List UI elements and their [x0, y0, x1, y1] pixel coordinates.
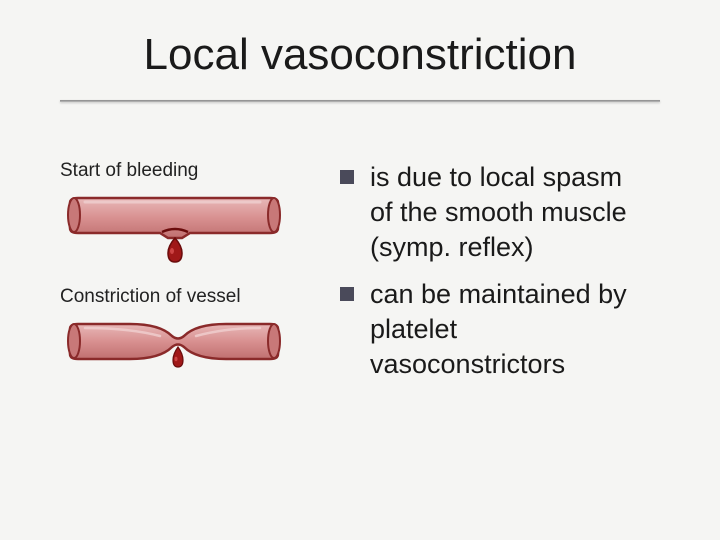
bullet-item: can be maintained by platelet vasoconstr… [340, 277, 640, 382]
bullet-marker-icon [340, 287, 354, 301]
page-title: Local vasoconstriction [0, 30, 720, 80]
bullet-marker-icon [340, 170, 354, 184]
vessel-bleeding-illustration [60, 188, 290, 268]
diagram-column: Start of bleeding Constriction of ve [0, 160, 340, 412]
bullets-column: is due to local spasm of the smooth musc… [340, 160, 680, 412]
title-underline [60, 100, 660, 102]
diagram-label-2: Constriction of vessel [60, 286, 340, 308]
diagram-label-1: Start of bleeding [60, 160, 340, 182]
content-row: Start of bleeding Constriction of ve [0, 160, 720, 412]
bullet-text: can be maintained by platelet vasoconstr… [370, 277, 640, 382]
vessel-constricted-illustration [60, 314, 290, 394]
bullet-text: is due to local spasm of the smooth musc… [370, 160, 640, 265]
bullet-item: is due to local spasm of the smooth musc… [340, 160, 640, 265]
